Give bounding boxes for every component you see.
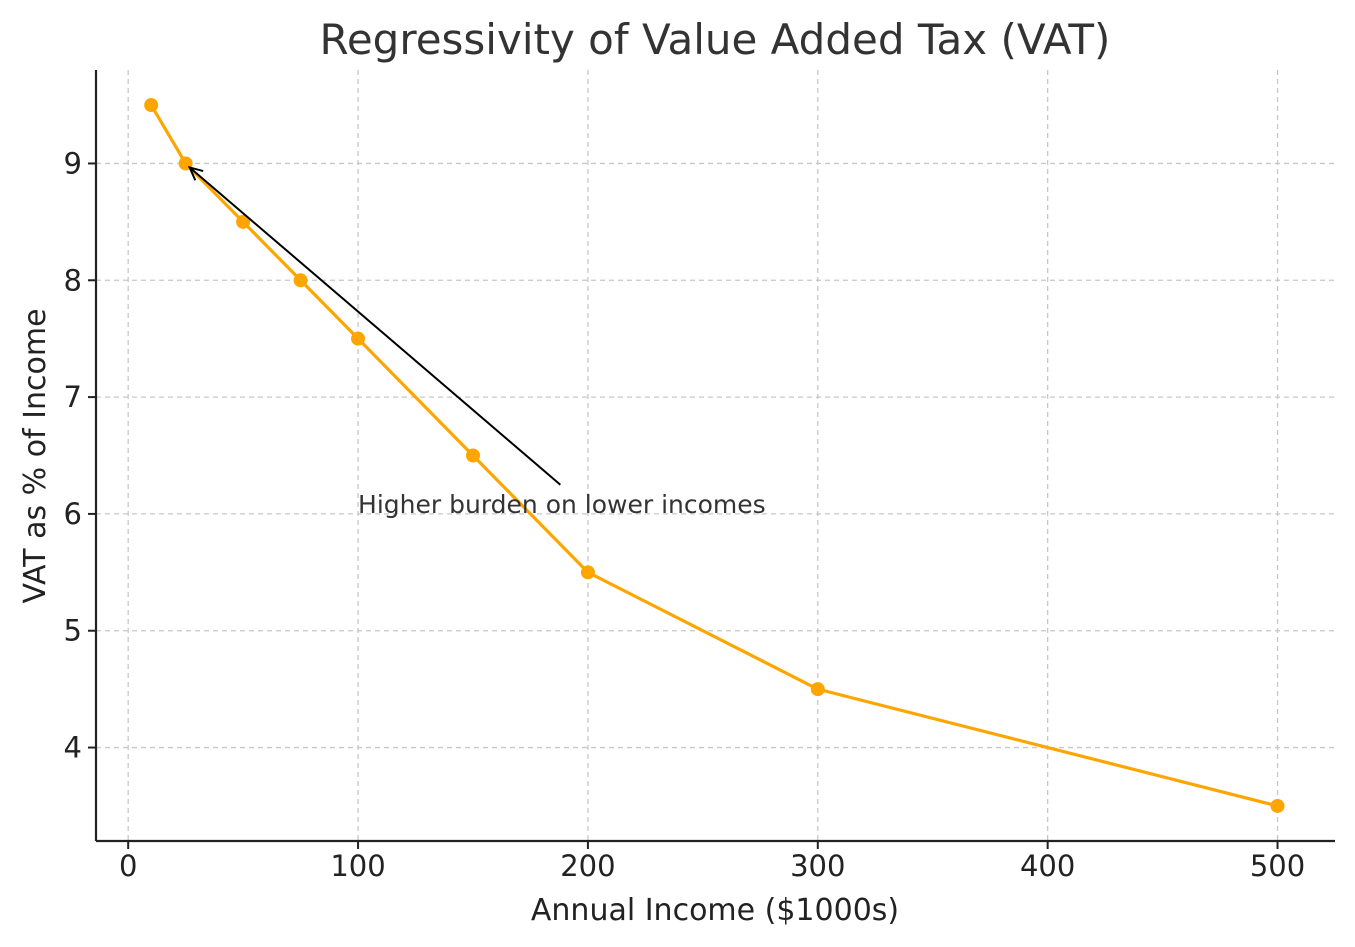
series-line: [149, 104, 1278, 808]
x-tick-label: 0: [119, 849, 137, 883]
x-tick-label: 200: [560, 849, 615, 883]
x-axis-ticks: 0 100 200 300 400 500: [119, 841, 1305, 883]
y-tick-label: 7: [64, 380, 82, 414]
annotation-group: Higher burden on lower incomes: [187, 165, 766, 519]
x-tick-label: 400: [1020, 849, 1075, 883]
annotation-text: Higher burden on lower incomes: [358, 490, 766, 519]
x-axis-label: Annual Income ($1000s): [531, 893, 899, 928]
annotation-arrow: [187, 165, 561, 486]
y-tick-label: 6: [64, 497, 82, 531]
x-tick-label: 500: [1250, 849, 1305, 883]
y-tick-label: 4: [64, 731, 82, 765]
grid-lines: [96, 70, 1335, 841]
data-point: [144, 98, 159, 113]
data-point: [580, 565, 595, 580]
data-point: [1270, 798, 1285, 813]
data-point: [293, 273, 308, 288]
series-group: [144, 98, 1285, 813]
y-axis-label: VAT as % of Income: [18, 308, 53, 603]
y-tick-label: 5: [64, 614, 82, 648]
chart-title: Regressivity of Value Added Tax (VAT): [320, 15, 1111, 64]
data-point: [236, 214, 251, 229]
axes-spines: [94, 70, 1335, 843]
data-point: [465, 448, 480, 463]
y-tick-label: 8: [64, 263, 82, 297]
data-point: [810, 682, 825, 697]
data-point: [351, 331, 366, 346]
y-axis-ticks: 4 5 6 7 8 9: [64, 146, 96, 765]
y-tick-label: 9: [64, 146, 82, 180]
x-tick-label: 100: [330, 849, 385, 883]
x-tick-label: 300: [790, 849, 845, 883]
